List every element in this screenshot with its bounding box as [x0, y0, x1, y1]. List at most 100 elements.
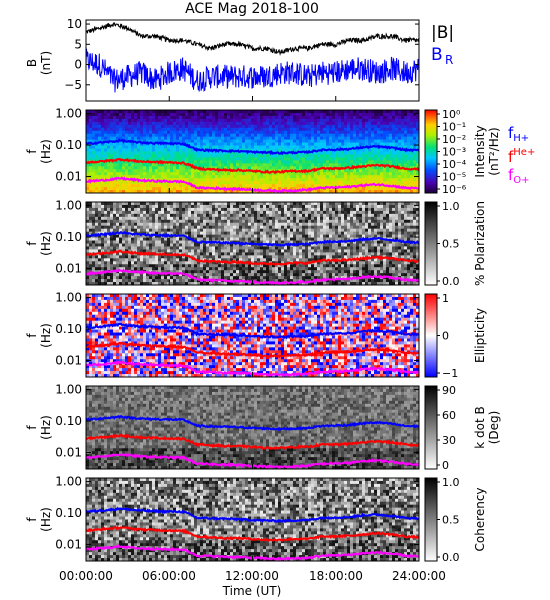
heatmap-cell: [203, 151, 207, 155]
heatmap-cell: [242, 130, 246, 135]
heatmap-cell: [149, 187, 153, 191]
heatmap-cell: [95, 121, 99, 126]
heatmap-cell: [182, 231, 186, 235]
heatmap-cell: [149, 172, 153, 176]
heatmap-cell: [326, 139, 330, 143]
heatmap-cell: [110, 240, 114, 244]
heatmap-cell: [275, 228, 279, 232]
heatmap-cell: [359, 222, 363, 227]
heatmap-cell: [350, 187, 354, 191]
heatmap-cell: [236, 222, 240, 227]
heatmap-cell: [122, 184, 126, 188]
heatmap-cell: [140, 228, 144, 232]
heatmap-cell: [200, 207, 204, 212]
heatmap-cell: [200, 139, 204, 143]
heatmap-cell: [371, 213, 375, 218]
heatmap-cell: [269, 136, 273, 140]
heatmap-cell: [206, 228, 210, 232]
heatmap-cell: [299, 219, 303, 224]
heatmap-cell: [281, 160, 285, 164]
heatmap-cell: [95, 115, 99, 120]
heatmap-cell: [140, 222, 144, 227]
heatmap-cell: [98, 207, 102, 212]
heatmap-cell: [137, 118, 141, 123]
heatmap-cell: [299, 175, 303, 179]
heatmap-cell: [170, 202, 174, 206]
heatmap-cell: [218, 216, 222, 221]
heatmap-cell: [281, 175, 285, 179]
heatmap-cell: [383, 210, 387, 215]
heatmap-cell: [341, 219, 345, 224]
heatmap-cell: [407, 175, 411, 179]
heatmap-cell: [152, 110, 156, 114]
heatmap-cell: [95, 228, 99, 232]
heatmap-cell: [242, 151, 246, 155]
heatmap-cell: [401, 142, 405, 146]
heatmap-cell: [143, 139, 147, 143]
heatmap-cell: [368, 154, 372, 158]
heatmap-cell: [143, 121, 147, 126]
heatmap-cell: [368, 172, 372, 176]
heatmap-cell: [329, 231, 333, 235]
heatmap-cell: [275, 172, 279, 176]
heatmap-cell: [119, 145, 123, 149]
heatmap-cell: [362, 139, 366, 143]
heatmap-cell: [158, 246, 162, 250]
heatmap-cell: [98, 243, 102, 247]
heatmap-cell: [221, 139, 225, 143]
heatmap-cell: [128, 249, 132, 253]
heatmap-cell: [284, 228, 288, 232]
heatmap-cell: [224, 207, 228, 212]
heatmap-cell: [353, 127, 357, 132]
heatmap-cell: [95, 136, 99, 140]
heatmap-cell: [413, 202, 417, 206]
heatmap-cell: [227, 219, 231, 224]
heatmap-cell: [191, 160, 195, 164]
heatmap-cell: [317, 121, 321, 126]
heatmap-cell: [158, 184, 162, 188]
heatmap-cell: [278, 172, 282, 176]
heatmap-cell: [275, 234, 279, 238]
heatmap-cell: [359, 246, 363, 250]
heatmap-cell: [194, 202, 198, 206]
heatmap-cell: [389, 115, 393, 120]
heatmap-cell: [380, 175, 384, 179]
heatmap-cell: [185, 115, 189, 120]
heatmap-cell: [209, 166, 213, 170]
heatmap-cell: [368, 160, 372, 164]
heatmap-cell: [395, 243, 399, 247]
panel-intensity: 1.000.100.01f (Hz)10⁰10⁻¹10⁻²10⁻³10⁻⁴10⁻⁵…: [25, 107, 501, 196]
heatmap-cell: [302, 139, 306, 143]
heatmap-cell: [281, 213, 285, 218]
heatmap-cell: [377, 121, 381, 126]
heatmap-cell: [209, 172, 213, 176]
heatmap-cell: [365, 187, 369, 191]
heatmap-cell: [206, 210, 210, 215]
heatmap-cell: [278, 204, 282, 209]
heatmap-cell: [128, 204, 132, 209]
heatmap-cell: [410, 145, 414, 149]
heatmap-cell: [182, 121, 186, 126]
heatmap-cell: [224, 115, 228, 120]
heatmap-cell: [182, 207, 186, 212]
heatmap-cell: [347, 139, 351, 143]
heatmap-cell: [191, 112, 195, 117]
heatmap-cell: [266, 231, 270, 235]
heatmap-cell: [320, 163, 324, 167]
heatmap-cell: [185, 160, 189, 164]
heatmap-cell: [320, 157, 324, 161]
heatmap-cell: [302, 178, 306, 182]
heatmap-cell: [116, 124, 120, 129]
heatmap-cell: [329, 243, 333, 247]
heatmap-cell: [167, 148, 171, 152]
heatmap-cell: [401, 225, 405, 229]
heatmap-cell: [149, 130, 153, 135]
heatmap-cell: [374, 112, 378, 117]
heatmap-cell: [89, 124, 93, 129]
heatmap-cell: [128, 121, 132, 126]
heatmap-cell: [125, 166, 129, 170]
heatmap-cell: [386, 136, 390, 140]
heatmap-cell: [395, 124, 399, 129]
heatmap-cell: [197, 216, 201, 221]
heatmap-cell: [113, 121, 117, 126]
